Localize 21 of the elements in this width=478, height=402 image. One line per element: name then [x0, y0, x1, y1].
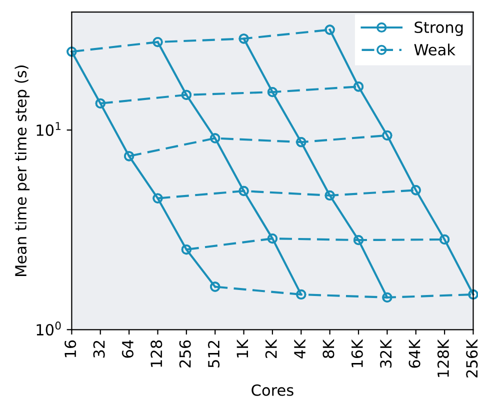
y-tick-label: 10$^{0}$ — [36, 322, 61, 336]
x-tick-label: 8K — [322, 339, 334, 358]
x-tick-label: 32K — [380, 339, 392, 368]
x-tick-label: 64 — [122, 340, 134, 358]
x-tick-label: 2K — [265, 339, 277, 358]
x-tick-label: 512 — [208, 340, 220, 368]
y-tick-label: 10$^{1}$ — [36, 122, 60, 136]
x-tick-label: 4K — [294, 339, 306, 358]
x-tick-label: 128 — [150, 340, 162, 367]
y-axis-title: Mean time per time step (s) — [14, 66, 30, 276]
legend-label: Weak — [414, 44, 456, 56]
x-tick-label: 16K — [351, 339, 363, 368]
x-tick-label: 32 — [93, 340, 105, 358]
x-tick-label: 256 — [179, 340, 191, 368]
legend-label: Strong — [414, 21, 463, 36]
x-tick-label: 16 — [64, 340, 76, 358]
x-tick-label: 1K — [236, 339, 248, 358]
x-tick-label: 256K — [466, 339, 478, 378]
x-tick-label: 64K — [408, 339, 420, 368]
x-axis-title: Cores — [252, 384, 294, 396]
x-tick-label: 128K — [437, 339, 449, 377]
